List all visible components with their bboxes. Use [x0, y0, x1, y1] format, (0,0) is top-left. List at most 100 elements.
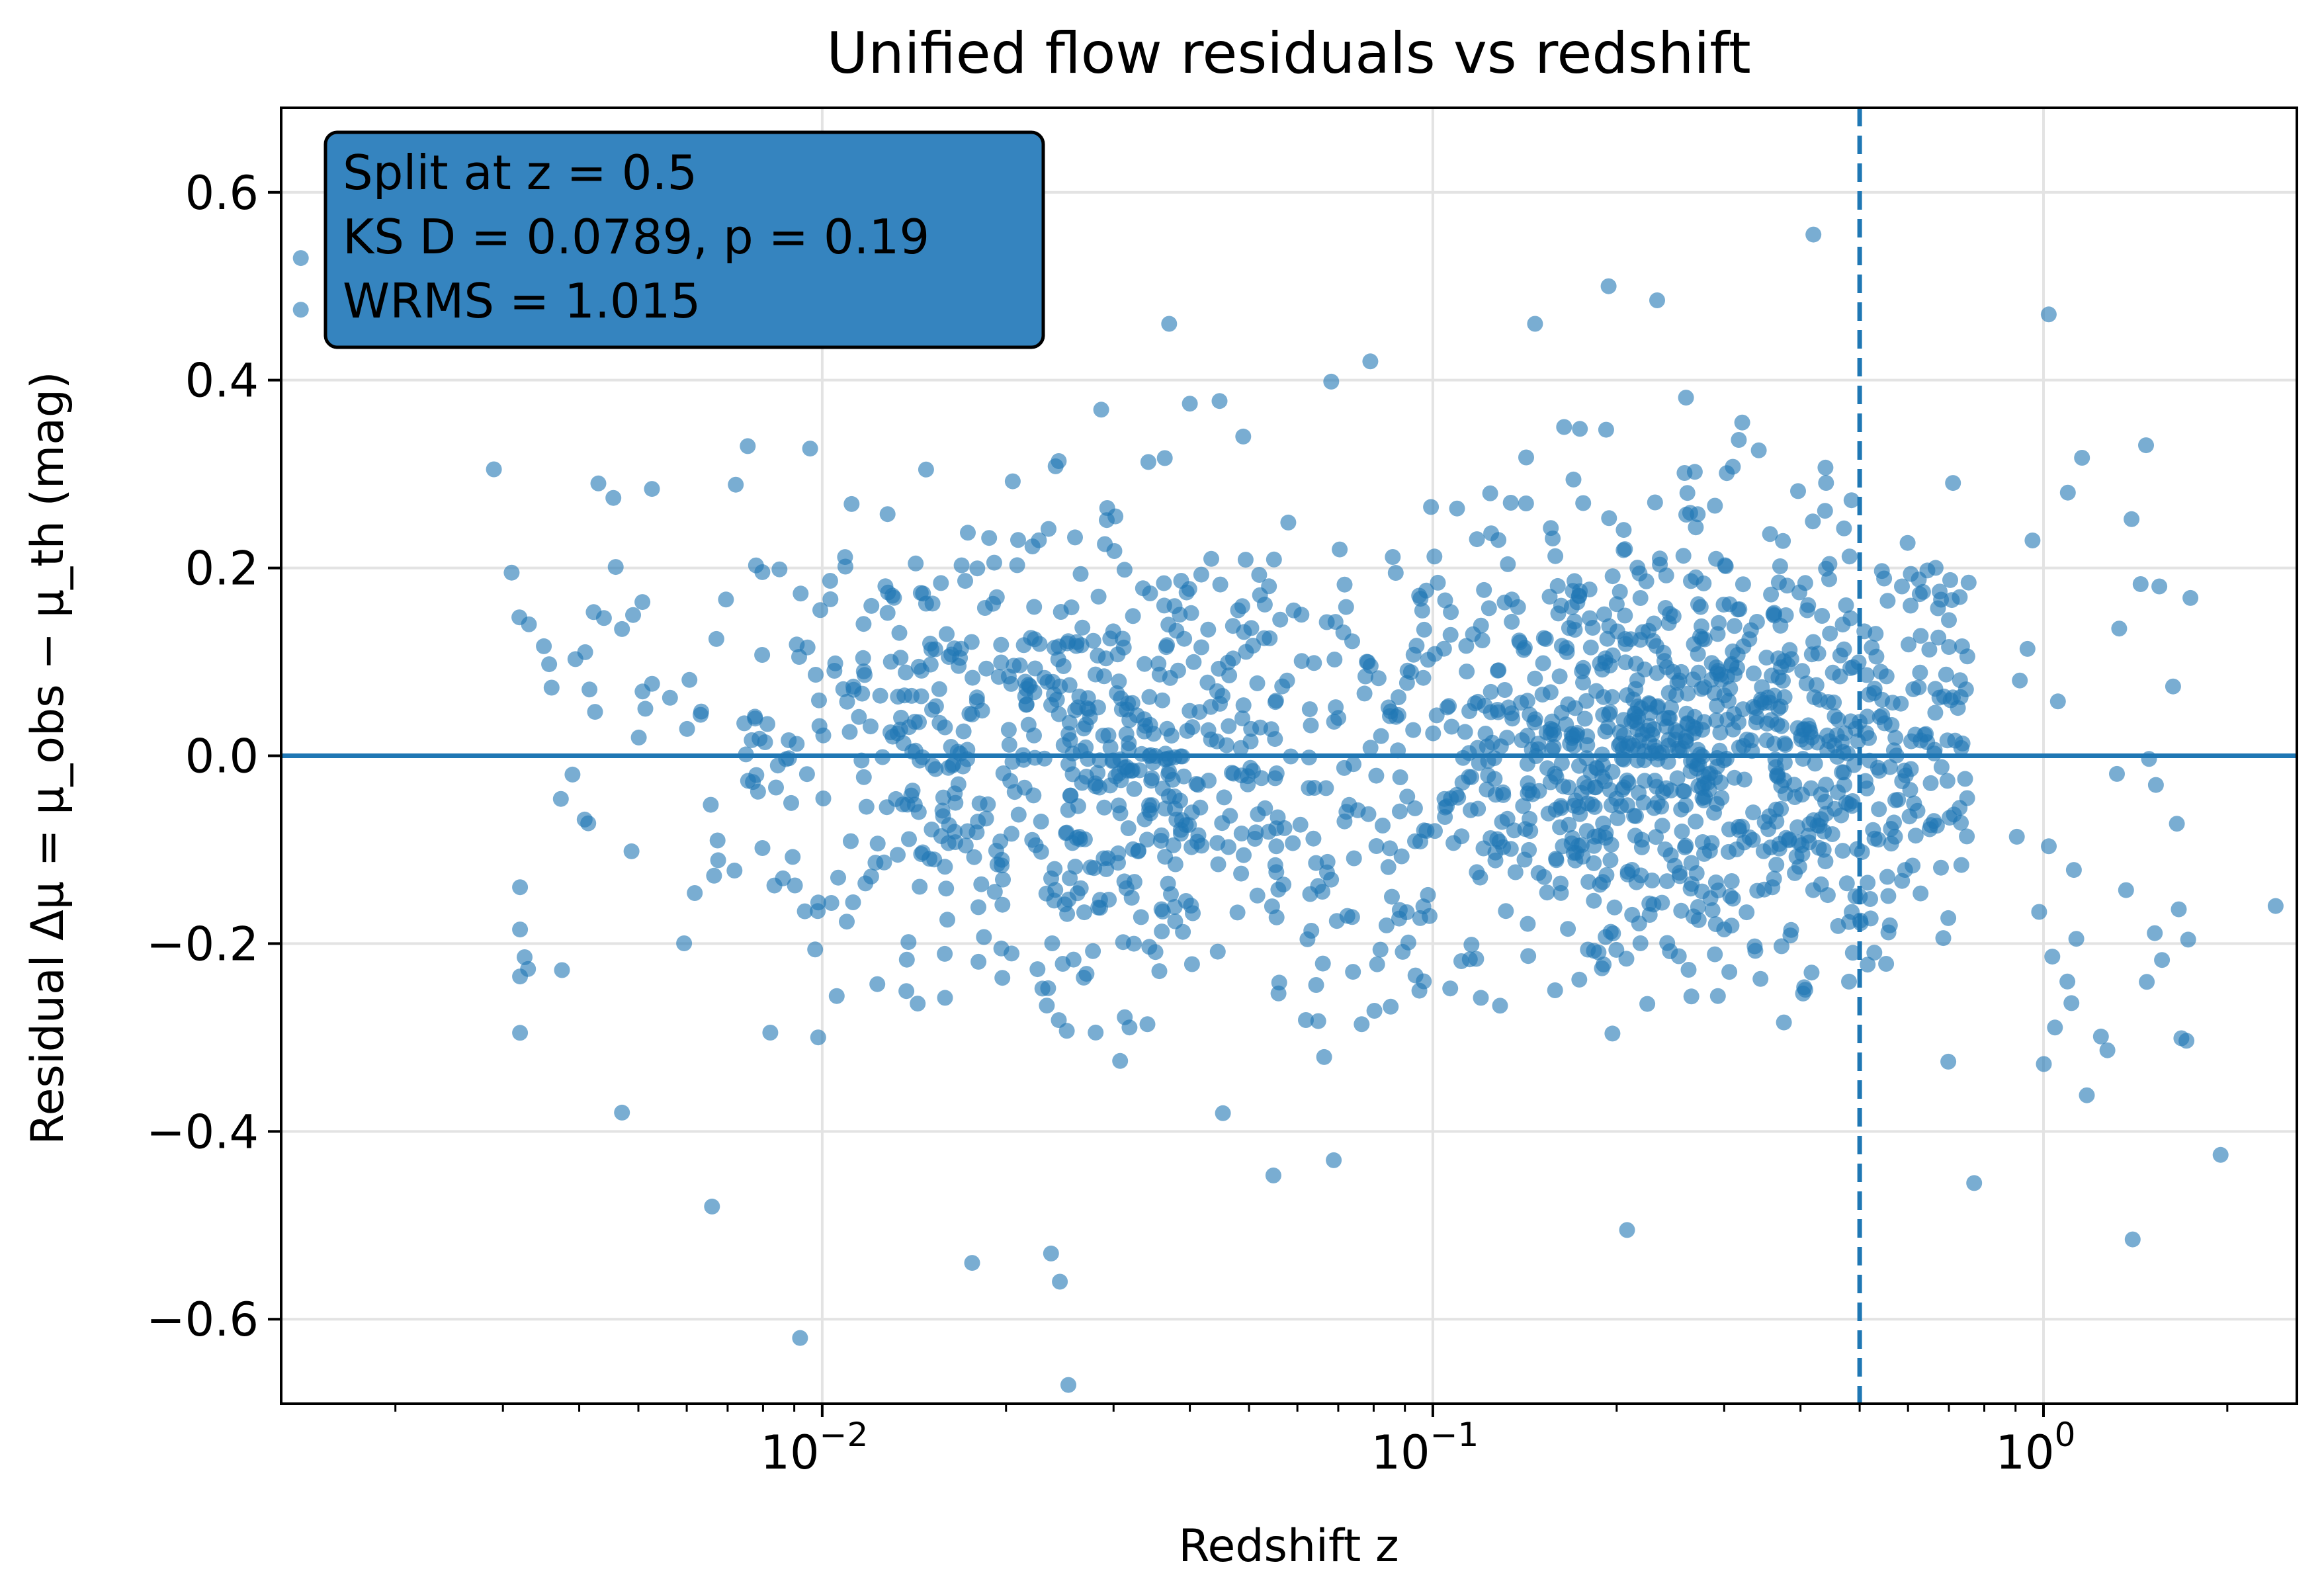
data-point [1657, 841, 1674, 857]
data-point [1285, 602, 1302, 619]
data-point [1601, 510, 1617, 527]
data-point [1870, 832, 1887, 848]
data-point [1172, 607, 1188, 623]
data-point [1623, 713, 1640, 730]
data-point [1437, 592, 1453, 609]
data-point [1702, 890, 1719, 906]
data-point [1864, 639, 1880, 656]
data-point [1154, 692, 1170, 708]
data-point [750, 783, 766, 800]
data-point [1150, 656, 1167, 672]
data-point [2138, 437, 2154, 454]
data-point [976, 600, 993, 616]
data-point [823, 895, 839, 911]
data-point [1212, 695, 1228, 712]
data-point [1097, 536, 1113, 552]
data-point [1657, 600, 1674, 616]
data-point [1630, 741, 1646, 757]
data-point [1688, 760, 1705, 777]
data-point [1139, 832, 1155, 848]
data-point [1504, 613, 1520, 630]
data-point [1890, 791, 1907, 808]
data-point [2151, 578, 2168, 595]
data-point [1346, 850, 1362, 867]
data-point [1078, 966, 1095, 982]
data-point [1384, 888, 1400, 905]
data-point [1883, 835, 1899, 852]
data-point [1000, 722, 1017, 738]
data-point [1567, 613, 1583, 630]
data-point [1880, 924, 1897, 941]
data-point [1671, 865, 1688, 881]
data-point [1522, 823, 1539, 839]
data-point [1392, 803, 1408, 820]
data-point [757, 734, 773, 750]
data-point [1380, 699, 1397, 716]
data-point [1072, 880, 1089, 896]
data-point [1192, 799, 1209, 816]
data-point [1375, 818, 1391, 834]
data-point [1527, 670, 1543, 687]
data-point [1718, 750, 1735, 767]
data-point [1905, 857, 1921, 874]
data-point [1193, 566, 1209, 583]
data-point [1033, 813, 1049, 830]
data-point [1220, 654, 1236, 671]
data-point [1818, 475, 1834, 491]
data-point [1301, 780, 1317, 796]
data-point [1420, 652, 1436, 668]
data-point [1441, 698, 1457, 714]
data-point [512, 968, 529, 985]
data-point [1723, 873, 1740, 889]
data-point [1617, 541, 1633, 558]
data-point [815, 791, 832, 806]
data-point [1272, 611, 1289, 628]
data-point [807, 941, 824, 958]
data-point [1470, 800, 1486, 817]
data-point [1776, 735, 1793, 751]
data-point [1911, 586, 1928, 603]
data-point [1572, 421, 1588, 437]
data-point [1233, 865, 1250, 882]
data-point [1139, 1016, 1156, 1033]
data-point [2049, 693, 2066, 710]
data-point [1871, 763, 1887, 779]
data-point [1773, 659, 1789, 675]
data-point [845, 894, 861, 910]
data-point [1861, 730, 1877, 746]
data-point [808, 667, 824, 683]
data-point [1588, 683, 1604, 699]
data-point [1551, 668, 1568, 685]
data-point [1469, 864, 1485, 880]
data-point [1116, 562, 1133, 578]
data-point [1267, 857, 1283, 873]
data-point [1140, 454, 1156, 470]
data-point [863, 597, 880, 614]
data-point [1330, 710, 1347, 726]
data-point [1878, 668, 1895, 685]
x-tick-exponent-2: 0 [2055, 1416, 2076, 1454]
data-point [855, 616, 872, 632]
data-point [2074, 450, 2090, 466]
data-point [2099, 1042, 2116, 1058]
data-point [517, 949, 533, 965]
data-point [1768, 857, 1785, 873]
data-point [1535, 655, 1551, 671]
data-point [754, 647, 771, 663]
data-point [1279, 672, 1295, 689]
x-tick-base-2: 10 [1996, 1426, 2055, 1480]
data-point [939, 626, 955, 642]
data-point [1774, 938, 1789, 955]
data-point [1461, 703, 1478, 719]
x-tick-base-1: 10 [1371, 1426, 1430, 1480]
data-point [1102, 630, 1119, 647]
data-point [1859, 708, 1875, 725]
data-point [1933, 859, 1949, 876]
data-point [943, 739, 959, 755]
data-point [908, 555, 924, 572]
data-point [1756, 881, 1772, 898]
data-point [968, 689, 985, 706]
data-point [927, 641, 943, 658]
data-point [1093, 402, 1109, 418]
data-point [1044, 935, 1060, 951]
